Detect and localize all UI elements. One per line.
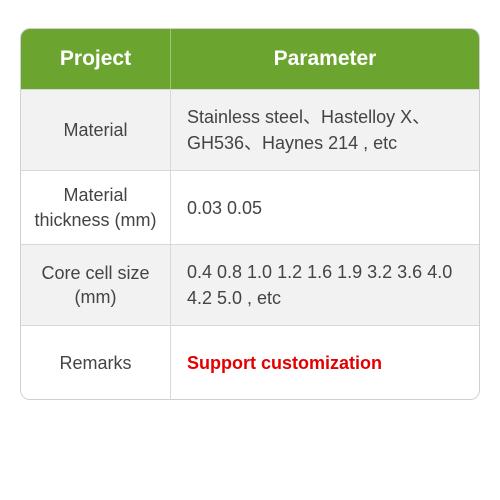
cell-parameter: 0.03 0.05 — [171, 171, 479, 244]
cell-parameter: 0.4 0.8 1.0 1.2 1.6 1.9 3.2 3.6 4.0 4.2 … — [171, 245, 479, 325]
table-row: Core cell size (mm) 0.4 0.8 1.0 1.2 1.6 … — [21, 244, 479, 325]
header-parameter: Parameter — [171, 29, 479, 89]
header-project: Project — [21, 29, 171, 89]
remarks-value: Support customization — [187, 350, 382, 376]
cell-project: Core cell size (mm) — [21, 245, 171, 325]
table-row: Material thickness (mm) 0.03 0.05 — [21, 170, 479, 244]
cell-parameter: Stainless steel、Hastelloy X、GH536、Haynes… — [171, 90, 479, 170]
cell-parameter: Support customization — [171, 326, 479, 399]
cell-project: Material — [21, 90, 171, 170]
table-row: Material Stainless steel、Hastelloy X、GH5… — [21, 89, 479, 170]
spec-table: Project Parameter Material Stainless ste… — [20, 28, 480, 400]
cell-project: Material thickness (mm) — [21, 171, 171, 244]
table-row: Remarks Support customization — [21, 325, 479, 399]
cell-project: Remarks — [21, 326, 171, 399]
table-header-row: Project Parameter — [21, 29, 479, 89]
